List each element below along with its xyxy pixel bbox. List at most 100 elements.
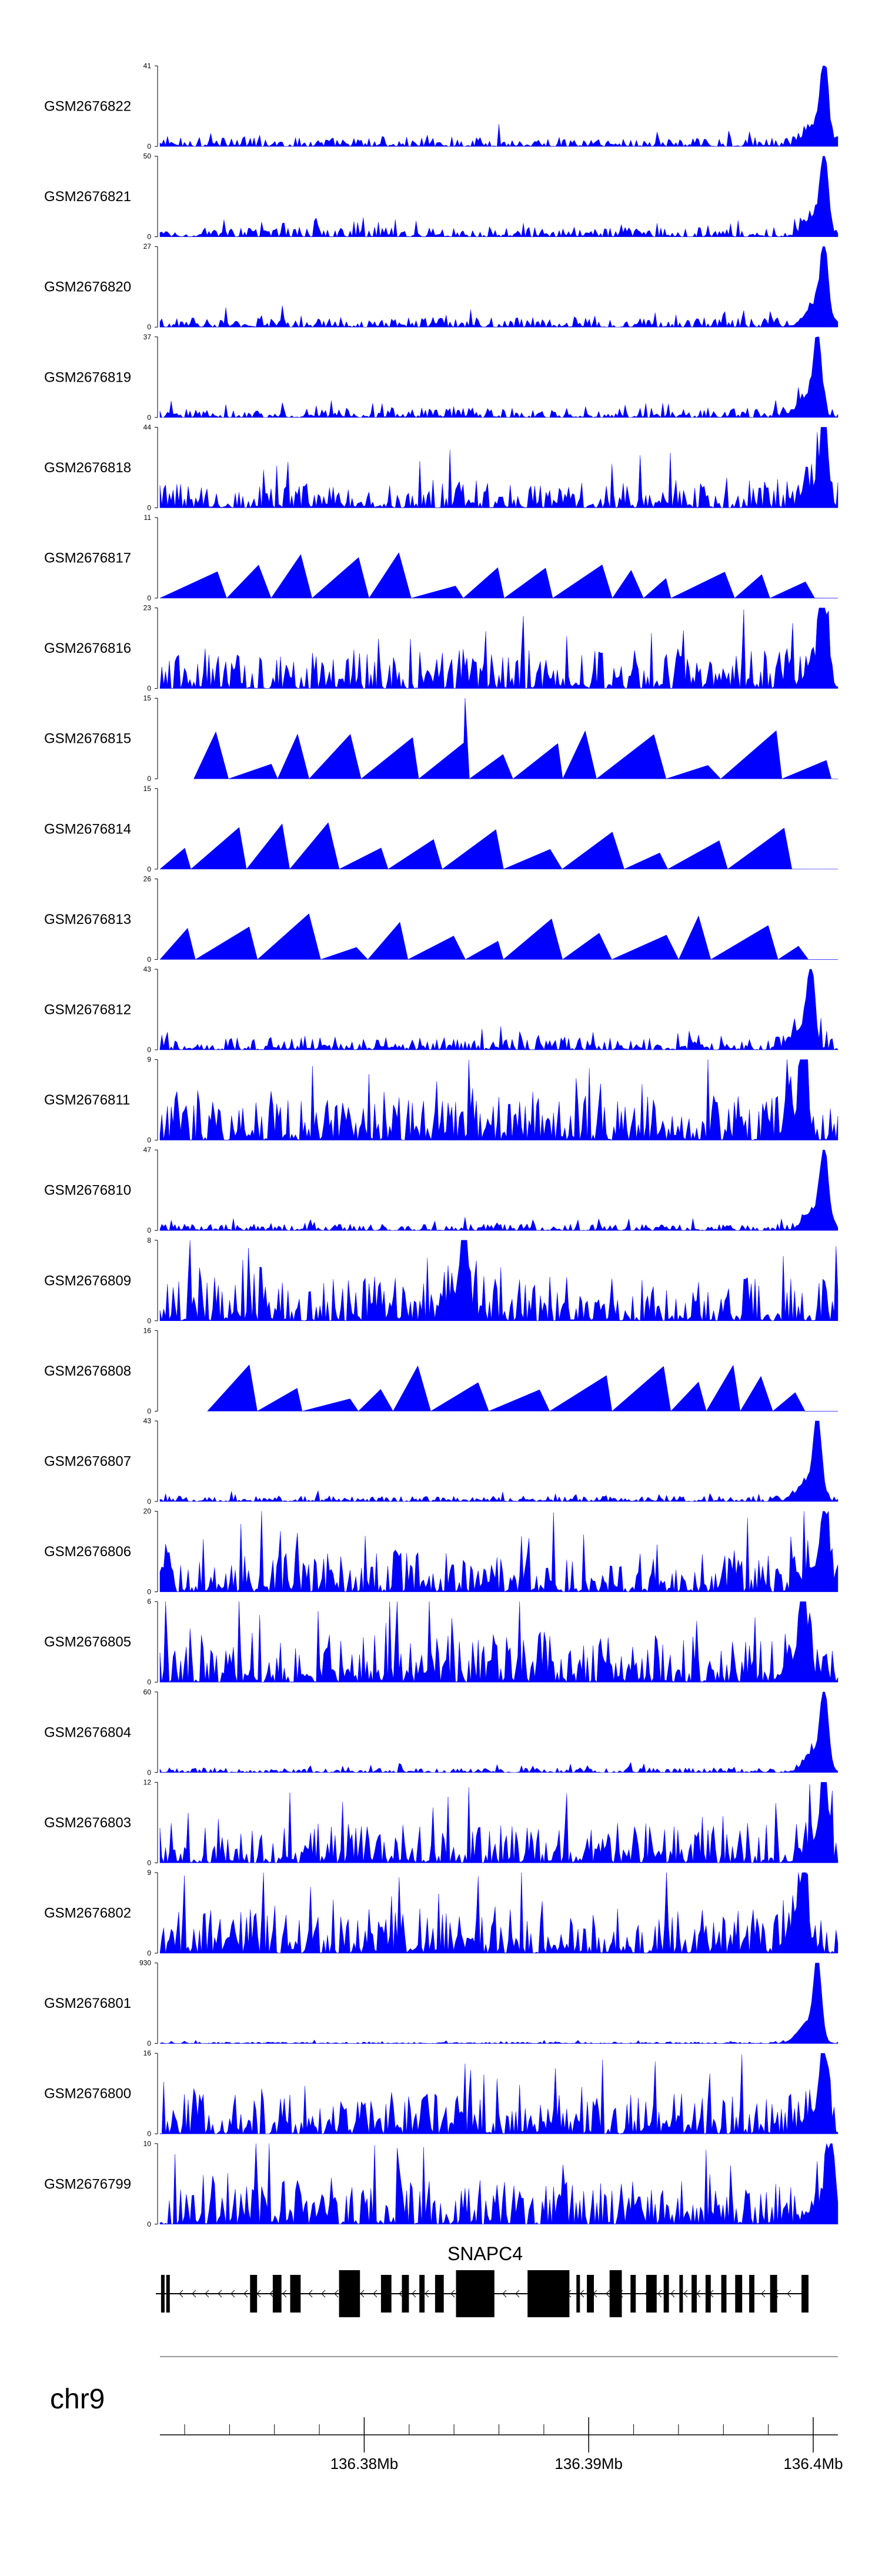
exon-block [576, 2275, 580, 2313]
signal-area [159, 1510, 838, 1593]
y-max-label: 23 [143, 604, 152, 612]
exon-block [290, 2275, 301, 2313]
y-max-label: 8 [147, 1236, 151, 1244]
exon-block [705, 2275, 711, 2313]
track-label: GSM2676821 [44, 189, 131, 205]
track-label: GSM2676817 [44, 550, 131, 566]
exon-block [272, 2275, 282, 2313]
track-label: GSM2676803 [44, 1815, 131, 1831]
y-min-label: 0 [147, 323, 151, 331]
exon-block [161, 2275, 165, 2313]
track-GSM2676813: GSM2676813 26 0 [44, 875, 838, 963]
exon-block [456, 2270, 495, 2317]
y-min-label: 0 [147, 1588, 151, 1596]
track-label: GSM2676808 [44, 1363, 131, 1379]
y-max-label: 50 [143, 152, 152, 161]
y-max-label: 43 [143, 1417, 152, 1425]
exon-block [402, 2275, 409, 2313]
track-label: GSM2676809 [44, 1273, 131, 1289]
strand-arrow [373, 2290, 377, 2298]
exon-block [250, 2275, 258, 2313]
exon-block [587, 2275, 594, 2313]
y-max-label: 16 [143, 1326, 152, 1334]
y-min-label: 0 [147, 1678, 151, 1686]
strand-arrow [450, 2290, 455, 2298]
y-min-label: 0 [147, 685, 151, 693]
strand-arrow [205, 2290, 209, 2298]
track-GSM2676800: GSM2676800 16 0 [44, 2049, 838, 2138]
signal-area [159, 65, 838, 147]
exon-block [527, 2270, 570, 2317]
track-label: GSM2676805 [44, 1634, 131, 1650]
track-label: GSM2676814 [44, 821, 131, 837]
strand-arrow [334, 2290, 339, 2298]
signal-area [159, 1059, 838, 1141]
y-min-label: 0 [147, 1858, 151, 1867]
strand-arrow [670, 2290, 675, 2298]
exon-block [166, 2275, 170, 2313]
y-min-label: 0 [147, 1497, 151, 1506]
y-min-label: 0 [147, 1949, 151, 1957]
track-label: GSM2676819 [44, 369, 131, 385]
exon-block [801, 2275, 808, 2313]
strand-arrow [243, 2290, 248, 2298]
genomic-axis: 136.38Mb 136.39Mb 136.4Mb [160, 2417, 843, 2472]
track-GSM2676804: GSM2676804 60 0 [44, 1688, 838, 1777]
y-min-label: 0 [147, 594, 151, 602]
track-label: GSM2676804 [44, 1724, 131, 1740]
track-GSM2676810: GSM2676810 47 0 [44, 1146, 838, 1234]
y-max-label: 11 [144, 513, 152, 522]
y-min-label: 0 [147, 142, 151, 151]
y-max-label: 16 [143, 2049, 152, 2057]
signal-area [159, 2143, 838, 2225]
y-max-label: 930 [139, 1959, 151, 1967]
signal-area [159, 608, 838, 689]
track-GSM2676814: GSM2676814 15 0 [44, 785, 838, 873]
chromosome-label: chr9 [50, 2384, 105, 2415]
y-min-label: 0 [147, 1317, 151, 1325]
strand-arrow [683, 2290, 688, 2298]
exon-block [435, 2275, 444, 2313]
y-max-label: 27 [143, 242, 152, 251]
y-max-label: 9 [147, 1868, 151, 1877]
y-max-label: 37 [143, 333, 152, 341]
track-label: GSM2676801 [44, 1996, 131, 2011]
x-tick-label: 136.38Mb [330, 2455, 399, 2472]
y-min-label: 0 [147, 233, 151, 241]
track-label: GSM2676806 [44, 1544, 131, 1560]
y-min-label: 0 [147, 2130, 151, 2138]
signal-area [159, 246, 838, 328]
exon-block [339, 2270, 360, 2317]
y-min-label: 0 [147, 1046, 151, 1054]
signal-area [159, 1782, 838, 1864]
gene-annotation-track: SNAPC4 [156, 2243, 808, 2317]
track-GSM2676807: GSM2676807 43 0 [44, 1417, 838, 1506]
track-GSM2676822: GSM2676822 41 0 [44, 62, 838, 151]
y-min-label: 0 [147, 2040, 151, 2048]
signal-area [207, 1364, 838, 1412]
signal-area [159, 1420, 838, 1502]
y-min-label: 0 [147, 775, 151, 783]
track-GSM2676816: GSM2676816 23 0 [44, 604, 838, 693]
track-GSM2676803: GSM2676803 12 0 [44, 1778, 838, 1867]
exon-block [419, 2275, 425, 2313]
track-label: GSM2676816 [44, 640, 131, 656]
signal-area [159, 2053, 838, 2134]
strand-arrow [399, 2290, 403, 2298]
strand-arrow [412, 2290, 416, 2298]
exon-block [735, 2275, 743, 2313]
y-min-label: 0 [147, 503, 151, 512]
y-min-label: 0 [147, 865, 151, 873]
track-GSM2676815: GSM2676815 15 0 [44, 694, 838, 783]
x-tick-label: 136.4Mb [783, 2455, 843, 2472]
track-GSM2676806: GSM2676806 20 0 [44, 1507, 838, 1596]
track-GSM2676802: GSM2676802 9 0 [44, 1868, 838, 1957]
signal-area [159, 552, 838, 599]
track-label: GSM2676820 [44, 279, 131, 295]
strand-arrow [321, 2290, 326, 2298]
strand-arrow [308, 2290, 313, 2298]
track-label: GSM2676818 [44, 460, 131, 476]
y-min-label: 0 [147, 1226, 151, 1234]
track-label: GSM2676815 [44, 731, 131, 747]
